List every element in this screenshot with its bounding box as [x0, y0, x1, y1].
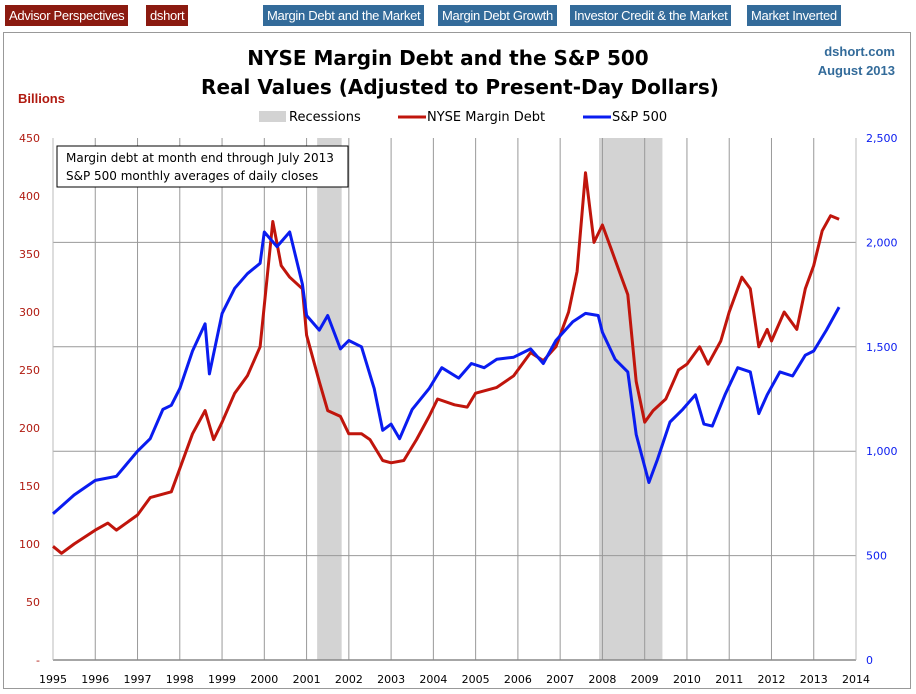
y-right-tick-label: 0 — [866, 654, 873, 667]
x-tick-label: 1998 — [166, 673, 194, 686]
margin-debt-line — [52, 171, 840, 555]
x-tick-label: 2004 — [419, 673, 447, 686]
x-tick-label: 1995 — [39, 673, 67, 686]
x-tick-label: 2009 — [631, 673, 659, 686]
y-right-tick-label: 500 — [866, 550, 887, 563]
chart-frame — [3, 32, 911, 689]
y-left-tick-label: 200 — [19, 422, 40, 435]
y-left-tick-label: 150 — [19, 480, 40, 493]
chart-subtitle: Real Values (Adjusted to Present-Day Dol… — [201, 75, 719, 99]
x-tick-label: 2001 — [293, 673, 321, 686]
y-right-tick-label: 1,000 — [866, 445, 898, 458]
nav-investor-credit[interactable]: Investor Credit & the Market — [570, 5, 732, 26]
x-tick-label: 2011 — [715, 673, 743, 686]
y-left-tick-label: - — [36, 654, 40, 667]
nav-margin-debt-market[interactable]: Margin Debt and the Market — [263, 5, 425, 26]
y-right-tick-label: 2,000 — [866, 236, 898, 249]
y-left-tick-label: 100 — [19, 538, 40, 551]
y-left-tick-label: 250 — [19, 364, 40, 377]
x-tick-label: 2006 — [504, 673, 532, 686]
y-axis-label: Billions — [18, 91, 65, 106]
brand-dshort[interactable]: dshort — [146, 5, 189, 26]
x-tick-label: 2013 — [800, 673, 828, 686]
legend-margin-debt: NYSE Margin Debt — [427, 110, 545, 125]
x-tick-label: 2003 — [377, 673, 405, 686]
legend-recession-swatch — [259, 111, 286, 122]
y-left-tick-label: 300 — [19, 306, 40, 319]
note-box — [56, 145, 349, 188]
x-tick-label: 2012 — [757, 673, 785, 686]
y-left-tick-label: 350 — [19, 248, 40, 261]
x-tick-label: 2008 — [588, 673, 616, 686]
y-left-tick-label: 50 — [26, 596, 40, 609]
chart-title: NYSE Margin Debt and the S&P 500 — [247, 46, 648, 70]
x-tick-label: 2005 — [462, 673, 490, 686]
x-tick-label: 1996 — [81, 673, 109, 686]
y-right-tick-label: 2,500 — [866, 132, 898, 145]
x-tick-label: 2000 — [250, 673, 278, 686]
x-tick-label: 1997 — [124, 673, 152, 686]
source-label: dshort.com — [824, 44, 895, 59]
x-tick-label: 2002 — [335, 673, 363, 686]
y-left-tick-label: 450 — [19, 132, 40, 145]
x-tick-label: 1999 — [208, 673, 236, 686]
x-tick-label: 2007 — [546, 673, 574, 686]
nav-market-inverted[interactable]: Market Inverted — [747, 5, 841, 26]
x-tick-label: 2014 — [842, 673, 870, 686]
y-right-tick-label: 1,500 — [866, 341, 898, 354]
y-left-tick-label: 400 — [19, 190, 40, 203]
brand-advisor-perspectives[interactable]: Advisor Perspectives — [5, 5, 129, 26]
note-line-1: Margin debt at month end through July 20… — [66, 151, 334, 165]
nav-margin-debt-growth[interactable]: Margin Debt Growth — [438, 5, 557, 26]
legend-recessions: Recessions — [289, 110, 361, 125]
date-label: August 2013 — [818, 63, 895, 78]
recession-band — [317, 138, 342, 660]
legend-sp500: S&P 500 — [612, 110, 667, 125]
x-tick-label: 2010 — [673, 673, 701, 686]
note-line-2: S&P 500 monthly averages of daily closes — [66, 169, 318, 183]
sp500-line — [52, 230, 841, 515]
